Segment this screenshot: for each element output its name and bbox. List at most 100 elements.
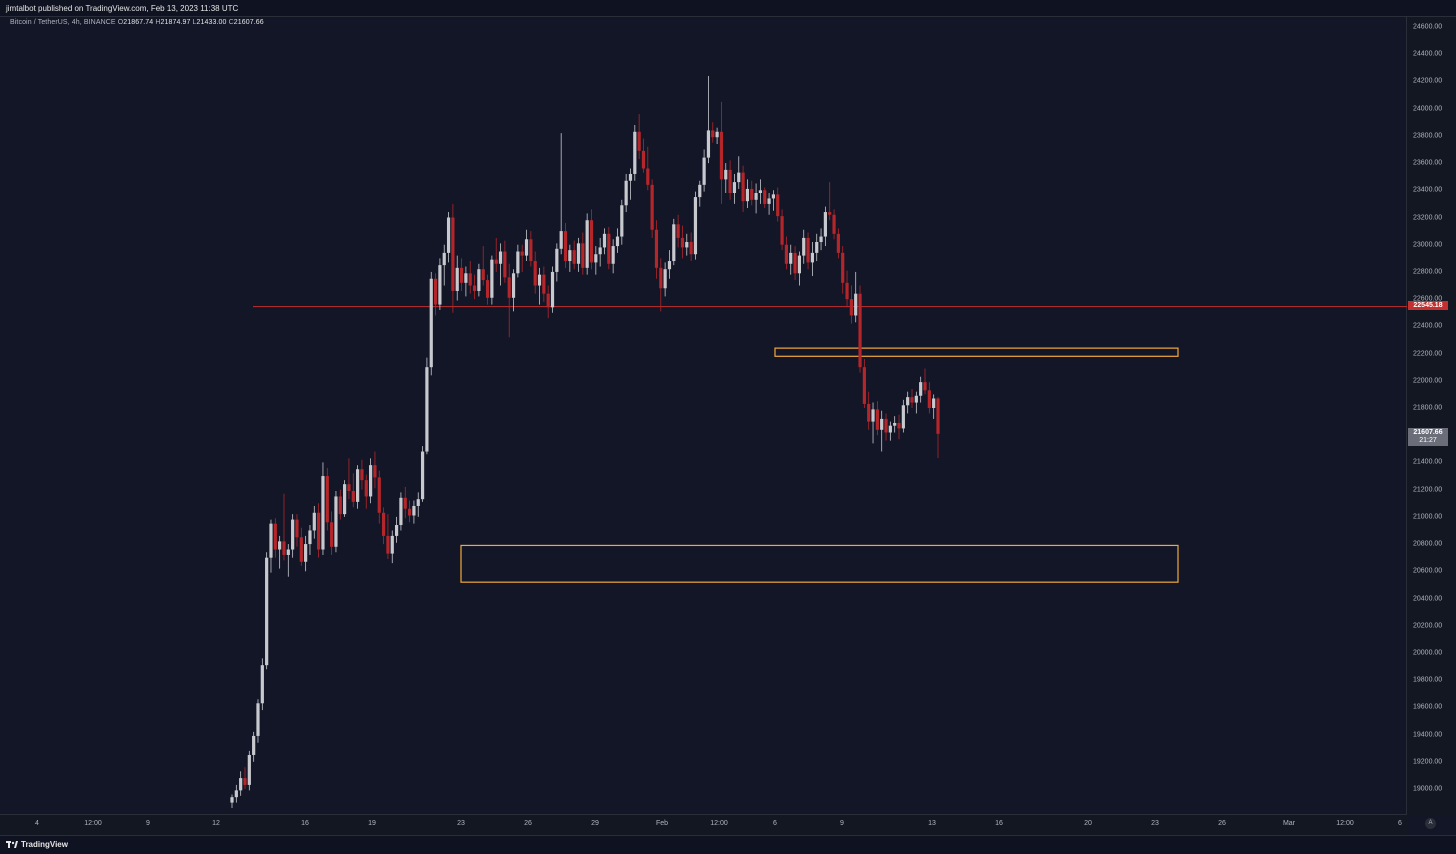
candle [269, 519, 273, 573]
candle-body [464, 273, 468, 283]
candle [377, 470, 381, 524]
candle [620, 199, 624, 245]
low-label: L [192, 19, 197, 26]
price-tick-label: 22600.00 [1413, 295, 1443, 303]
candle-body [663, 269, 667, 289]
candle-body [373, 465, 377, 478]
candle-body [849, 299, 853, 316]
candle-body [230, 797, 234, 803]
candle [680, 225, 685, 259]
candle-body [602, 233, 607, 248]
candle [923, 368, 927, 395]
candle-body [364, 480, 368, 497]
candle-body [520, 251, 524, 256]
candle-body [702, 157, 706, 185]
candle-body [780, 216, 784, 245]
candle-body [282, 541, 286, 555]
candle [832, 209, 836, 240]
candle-body [927, 390, 931, 408]
candle-body [317, 512, 321, 550]
price-tick-label: 24600.00 [1413, 23, 1443, 31]
candle-body [416, 499, 420, 506]
candle [867, 391, 871, 430]
candle [750, 180, 754, 206]
candle-body [741, 172, 745, 202]
candle-body [784, 244, 789, 264]
candle-body [377, 477, 381, 513]
candle [888, 421, 892, 441]
candle-body [472, 285, 477, 291]
candle [719, 101, 724, 204]
candle-body [793, 252, 797, 274]
candle [265, 552, 269, 670]
candle-body [598, 247, 602, 255]
highlight-zone-rectangle[interactable] [460, 544, 1179, 583]
candle-body [914, 395, 918, 403]
close-label: C [228, 19, 234, 26]
candle-body [459, 267, 464, 283]
candle [624, 173, 628, 213]
candle-body [394, 525, 399, 536]
price-tick-label: 19800.00 [1413, 676, 1443, 684]
candle [589, 209, 594, 270]
time-tick-label: 12:00 [84, 820, 102, 827]
candle-body [862, 367, 866, 404]
candle-body [343, 484, 347, 515]
candle [607, 227, 611, 270]
open-label: O [117, 19, 124, 26]
price-tick-label: 23800.00 [1413, 132, 1443, 140]
candle [451, 203, 455, 313]
candle-body [529, 239, 533, 262]
candle-body [503, 251, 507, 278]
candle-body [425, 367, 429, 452]
candle [278, 535, 282, 569]
candle [724, 163, 728, 194]
candle [663, 262, 667, 297]
candle-body [243, 778, 247, 785]
candle-body [585, 220, 589, 268]
candle-body [273, 523, 277, 550]
candle [901, 399, 905, 433]
candle [425, 357, 429, 455]
time-axis[interactable]: 4 12:00 9 12 16 19 23 26 29 Feb 12:00 6 9 13 16 20 23 26 M… [0, 815, 1407, 835]
candle [910, 388, 914, 408]
candle [386, 514, 390, 560]
candle-body [854, 293, 858, 316]
candle-body [654, 229, 659, 268]
candle [464, 266, 468, 297]
candle [862, 359, 866, 408]
candle [906, 391, 910, 414]
candle-body [685, 241, 689, 248]
candle [880, 410, 884, 452]
candle-body [724, 169, 728, 180]
candle [533, 251, 537, 294]
highlight-zone-rectangle[interactable] [774, 347, 1179, 357]
candle [784, 236, 789, 270]
candle-body [650, 184, 654, 230]
price-axis[interactable]: 24600.00 24400.00 24200.00 24000.00 23800.00… [1407, 17, 1456, 815]
high-label: H [155, 19, 161, 26]
candle-body [524, 239, 529, 256]
chart-pane[interactable] [0, 17, 1407, 815]
price-tick-label: 22200.00 [1413, 350, 1443, 358]
candlestick-plot[interactable] [0, 17, 1407, 815]
candle-body [477, 269, 481, 291]
candle [416, 492, 420, 517]
candle-body [715, 131, 719, 138]
candle-body [923, 382, 927, 391]
candle-body [823, 212, 827, 237]
candle [282, 493, 286, 561]
candle [715, 127, 719, 145]
close-value: 21607.66 [233, 19, 264, 26]
candle [407, 500, 412, 523]
candle-body [897, 422, 901, 429]
candle-body [802, 237, 806, 256]
candle [659, 258, 663, 312]
candle-body [576, 243, 581, 264]
candle [524, 229, 529, 262]
auto-scale-button[interactable]: A [1425, 818, 1436, 829]
candle [304, 535, 308, 572]
candle [633, 124, 637, 181]
candle [702, 149, 706, 192]
candle-body [810, 252, 814, 263]
